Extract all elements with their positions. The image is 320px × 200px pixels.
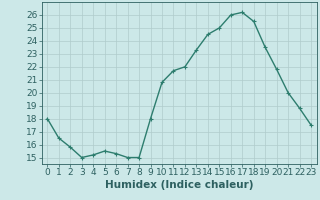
X-axis label: Humidex (Indice chaleur): Humidex (Indice chaleur) <box>105 180 253 190</box>
